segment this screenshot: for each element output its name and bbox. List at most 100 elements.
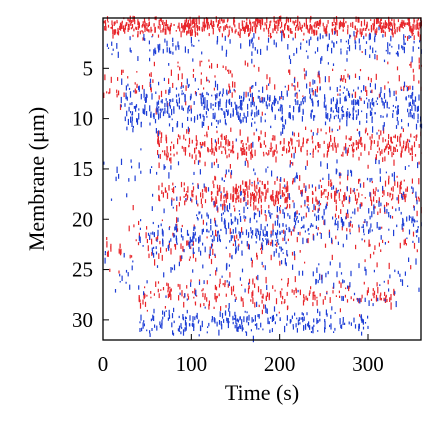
red-event-mark — [335, 146, 337, 153]
blue-event-mark — [132, 125, 134, 129]
red-event-mark — [247, 25, 249, 32]
red-event-mark — [333, 27, 336, 31]
red-event-mark — [394, 23, 396, 30]
blue-event-mark — [345, 147, 347, 154]
blue-event-mark — [243, 91, 245, 96]
blue-event-mark — [346, 88, 348, 91]
blue-event-mark — [126, 110, 128, 117]
red-event-mark — [235, 187, 237, 194]
blue-event-mark — [271, 102, 274, 105]
red-event-mark — [303, 294, 305, 298]
blue-event-mark — [251, 118, 254, 120]
blue-event-mark — [245, 201, 247, 207]
blue-event-mark — [307, 55, 309, 59]
red-event-mark — [241, 284, 243, 286]
blue-event-mark — [408, 35, 410, 39]
blue-event-mark — [180, 234, 183, 238]
red-event-mark — [234, 187, 236, 192]
blue-event-mark — [188, 109, 191, 112]
red-event-mark — [279, 188, 281, 195]
blue-event-mark — [202, 264, 204, 269]
red-event-mark — [296, 210, 298, 215]
blue-event-mark — [341, 324, 343, 329]
red-event-mark — [319, 22, 321, 27]
blue-event-mark — [285, 224, 287, 228]
blue-event-mark — [197, 88, 199, 90]
red-event-mark — [106, 251, 109, 257]
blue-event-mark — [284, 325, 286, 333]
red-event-mark — [136, 83, 138, 88]
blue-event-mark — [336, 110, 338, 113]
blue-event-mark — [240, 43, 242, 49]
blue-event-mark — [392, 110, 394, 113]
red-event-mark — [394, 180, 396, 186]
blue-event-mark — [284, 235, 286, 241]
red-event-mark — [172, 82, 174, 88]
red-event-mark — [300, 205, 302, 208]
red-event-mark — [323, 140, 325, 144]
blue-event-mark — [216, 93, 218, 99]
red-event-mark — [242, 147, 244, 150]
red-event-mark — [355, 140, 357, 146]
red-event-mark — [373, 290, 376, 295]
blue-event-mark — [371, 111, 373, 116]
blue-event-mark — [350, 270, 352, 277]
blue-event-mark — [304, 230, 306, 233]
blue-event-mark — [371, 99, 373, 105]
red-event-mark — [270, 142, 272, 148]
red-event-mark — [267, 187, 269, 192]
blue-event-mark — [364, 266, 366, 271]
red-event-mark — [234, 81, 236, 88]
blue-event-mark — [239, 99, 242, 107]
red-event-mark — [129, 15, 131, 22]
red-event-mark — [255, 23, 257, 26]
red-event-mark — [266, 74, 268, 80]
red-event-mark — [254, 149, 256, 157]
red-event-mark — [184, 150, 186, 156]
red-event-mark — [181, 23, 183, 28]
red-event-mark — [195, 23, 197, 28]
blue-event-mark — [296, 175, 298, 179]
red-event-mark — [184, 22, 187, 28]
red-event-mark — [153, 293, 155, 296]
blue-event-mark — [394, 269, 396, 273]
red-event-mark — [226, 23, 228, 28]
red-event-mark — [366, 290, 368, 296]
blue-event-mark — [183, 249, 185, 253]
red-event-mark — [291, 153, 293, 158]
blue-event-mark — [138, 113, 140, 120]
red-event-mark — [139, 30, 141, 35]
blue-event-mark — [281, 260, 283, 265]
blue-event-mark — [142, 245, 144, 247]
blue-event-mark — [343, 280, 345, 283]
blue-event-mark — [237, 326, 239, 332]
blue-event-mark — [377, 297, 379, 302]
red-event-mark — [185, 85, 187, 91]
red-event-mark — [283, 35, 285, 38]
red-event-mark — [343, 195, 345, 198]
red-event-mark — [248, 278, 251, 284]
red-band-4 — [138, 274, 395, 317]
blue-event-mark — [413, 113, 415, 116]
red-event-mark — [245, 151, 248, 156]
blue-event-mark — [166, 101, 168, 107]
red-event-mark — [274, 84, 276, 90]
blue-event-mark — [178, 105, 180, 108]
blue-event-mark — [292, 229, 294, 232]
red-event-mark — [248, 144, 250, 151]
blue-event-mark — [171, 322, 173, 328]
blue-event-mark — [300, 46, 302, 50]
red-event-mark — [159, 154, 161, 159]
red-event-mark — [410, 265, 412, 270]
red-event-mark — [259, 142, 262, 148]
red-event-mark — [354, 25, 356, 30]
red-event-mark — [403, 140, 405, 145]
red-event-mark — [280, 96, 282, 99]
blue-event-mark — [138, 108, 140, 111]
blue-event-mark — [364, 297, 366, 302]
blue-event-mark — [214, 80, 217, 88]
red-event-mark — [335, 190, 337, 196]
blue-event-mark — [396, 118, 398, 121]
blue-event-mark — [240, 119, 242, 124]
red-event-mark — [308, 292, 310, 296]
